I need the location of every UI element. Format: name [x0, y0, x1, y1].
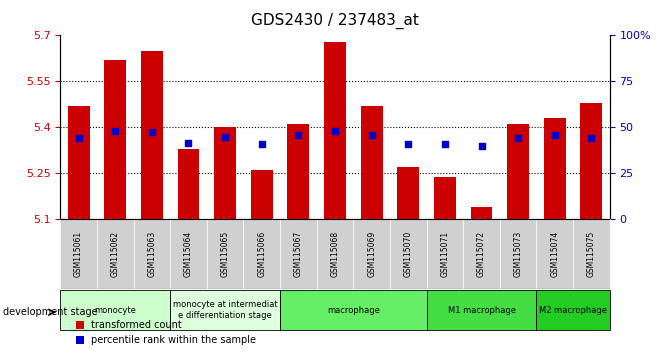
FancyBboxPatch shape — [60, 290, 170, 330]
Point — [440, 142, 450, 147]
FancyBboxPatch shape — [170, 290, 280, 330]
Text: GSM115063: GSM115063 — [147, 231, 156, 277]
Text: GSM115066: GSM115066 — [257, 231, 266, 277]
Bar — [470, 207, 492, 219]
FancyBboxPatch shape — [170, 219, 207, 289]
Bar — [397, 167, 419, 219]
Point — [330, 128, 340, 133]
FancyBboxPatch shape — [537, 290, 610, 330]
FancyBboxPatch shape — [390, 219, 427, 289]
Text: GSM115062: GSM115062 — [111, 231, 120, 277]
Text: GSM115069: GSM115069 — [367, 231, 376, 277]
FancyBboxPatch shape — [317, 219, 353, 289]
Text: GSM115068: GSM115068 — [330, 231, 340, 277]
Text: GSM115061: GSM115061 — [74, 231, 83, 277]
FancyBboxPatch shape — [133, 219, 170, 289]
Bar — [287, 124, 310, 219]
FancyBboxPatch shape — [500, 219, 537, 289]
Text: GSM115075: GSM115075 — [587, 231, 596, 277]
FancyBboxPatch shape — [353, 219, 390, 289]
Point — [293, 132, 304, 138]
FancyBboxPatch shape — [97, 219, 133, 289]
Bar — [214, 127, 236, 219]
Bar — [178, 149, 200, 219]
Point — [549, 132, 560, 138]
FancyBboxPatch shape — [243, 219, 280, 289]
FancyBboxPatch shape — [427, 290, 537, 330]
Bar — [360, 106, 383, 219]
Bar — [251, 170, 273, 219]
Text: GSM115070: GSM115070 — [404, 231, 413, 277]
Point — [366, 132, 377, 138]
Text: development stage: development stage — [3, 307, 98, 317]
FancyBboxPatch shape — [537, 219, 573, 289]
Point — [110, 128, 121, 133]
Text: M1 macrophage: M1 macrophage — [448, 306, 515, 315]
Bar — [507, 124, 529, 219]
Text: GSM115072: GSM115072 — [477, 231, 486, 277]
FancyBboxPatch shape — [573, 219, 610, 289]
Text: GSM115064: GSM115064 — [184, 231, 193, 277]
Text: GSM115071: GSM115071 — [440, 231, 450, 277]
Text: M2 macrophage: M2 macrophage — [539, 306, 607, 315]
Point — [513, 135, 523, 141]
Text: GSM115073: GSM115073 — [514, 231, 523, 277]
FancyBboxPatch shape — [60, 219, 97, 289]
Text: GSM115067: GSM115067 — [294, 231, 303, 277]
FancyBboxPatch shape — [427, 219, 463, 289]
Point — [586, 135, 597, 141]
Text: GSM115074: GSM115074 — [550, 231, 559, 277]
Point — [147, 129, 157, 135]
FancyBboxPatch shape — [280, 290, 427, 330]
Bar — [434, 177, 456, 219]
Point — [220, 134, 230, 139]
Text: GDS2430 / 237483_at: GDS2430 / 237483_at — [251, 12, 419, 29]
Bar — [68, 106, 90, 219]
FancyBboxPatch shape — [463, 219, 500, 289]
Bar — [580, 103, 602, 219]
Text: monocyte at intermediat
e differentiation stage: monocyte at intermediat e differentiatio… — [173, 301, 277, 320]
Text: monocyte: monocyte — [94, 306, 136, 315]
FancyBboxPatch shape — [207, 219, 243, 289]
Bar — [324, 41, 346, 219]
Point — [257, 142, 267, 147]
Text: macrophage: macrophage — [327, 306, 380, 315]
Text: GSM115065: GSM115065 — [220, 231, 230, 277]
Point — [476, 143, 487, 149]
FancyBboxPatch shape — [280, 219, 317, 289]
Bar — [544, 118, 565, 219]
Bar — [105, 60, 126, 219]
Legend: transformed count, percentile rank within the sample: transformed count, percentile rank withi… — [72, 316, 260, 349]
Point — [183, 140, 194, 145]
Point — [73, 135, 84, 141]
Point — [403, 142, 413, 147]
Bar — [141, 51, 163, 219]
